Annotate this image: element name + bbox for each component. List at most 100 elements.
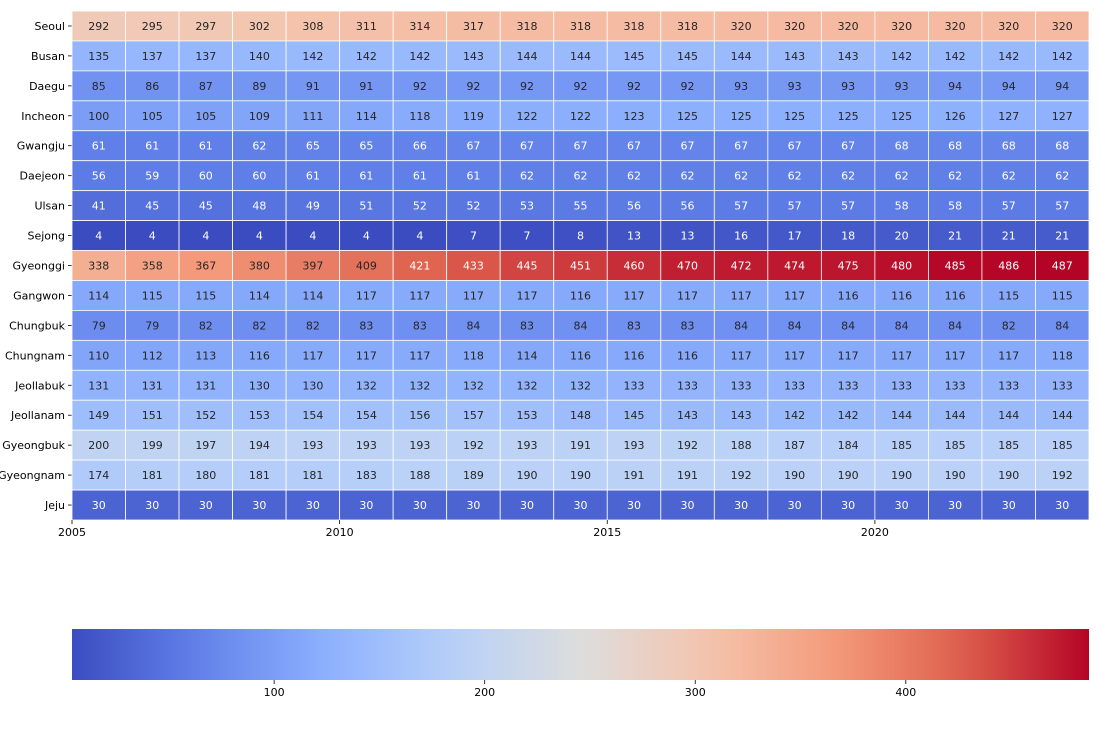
heatmap-cell	[392, 70, 448, 102]
cell-value-label: 132	[463, 379, 484, 392]
heatmap-cell	[928, 220, 983, 251]
cell-value-label: 119	[463, 110, 484, 123]
cell-value-label: 318	[516, 20, 537, 33]
cell-value-label: 132	[409, 379, 430, 392]
cell-value-label: 142	[1052, 50, 1073, 63]
y-tick-label: Incheon	[21, 110, 65, 123]
cell-value-label: 116	[945, 289, 966, 302]
cell-value-label: 94	[948, 80, 962, 93]
heatmap-cell	[446, 250, 501, 281]
heatmap-cell	[553, 250, 608, 281]
heatmap-cell	[499, 369, 555, 401]
heatmap-cell	[285, 100, 341, 132]
cell-value-label: 62	[841, 170, 855, 183]
heatmap-cell	[71, 100, 126, 132]
cell-value-label: 142	[784, 409, 805, 422]
heatmap-cell	[339, 160, 394, 192]
x-tick-label: 2015	[593, 526, 621, 539]
cell-value-label: 143	[838, 50, 859, 63]
cell-value-label: 143	[677, 409, 698, 422]
heatmap-cell	[874, 100, 929, 132]
cell-value-label: 57	[1055, 200, 1069, 213]
heatmap-cell	[71, 489, 126, 521]
heatmap-cell	[660, 399, 715, 431]
heatmap-cell	[1035, 310, 1090, 341]
y-tick-label: Jeju	[44, 499, 65, 512]
cell-value-label: 133	[945, 379, 966, 392]
heatmap-cell	[981, 40, 1036, 72]
cell-value-label: 137	[142, 50, 163, 63]
heatmap-cell	[928, 310, 983, 341]
cell-value-label: 66	[413, 140, 427, 153]
heatmap-cell	[1035, 220, 1090, 251]
heatmap-cell	[446, 100, 501, 132]
heatmap-cell	[820, 100, 876, 132]
cell-value-label: 100	[88, 110, 109, 123]
heatmap-cell	[446, 280, 501, 311]
cell-value-label: 183	[356, 469, 377, 482]
cell-value-label: 67	[574, 140, 588, 153]
y-tick-label: Chungbuk	[9, 319, 66, 332]
cell-value-label: 62	[734, 170, 748, 183]
cell-value-label: 68	[1002, 140, 1016, 153]
cell-value-label: 117	[838, 349, 859, 362]
cell-value-label: 130	[249, 379, 270, 392]
heatmap-cell	[125, 40, 180, 72]
heatmap-cell	[339, 190, 394, 221]
cell-value-label: 144	[998, 409, 1019, 422]
heatmap-cell	[767, 100, 822, 132]
cell-value-label: 451	[570, 260, 591, 273]
cell-value-label: 83	[681, 319, 695, 332]
heatmap-cell	[713, 70, 769, 102]
cell-value-label: 115	[1052, 289, 1073, 302]
cell-value-label: 320	[838, 20, 859, 33]
cell-value-label: 131	[142, 379, 163, 392]
cell-value-label: 474	[784, 260, 805, 273]
cell-value-label: 116	[624, 349, 645, 362]
cell-value-label: 56	[681, 200, 695, 213]
cell-value-label: 148	[570, 409, 591, 422]
cell-value-label: 62	[1055, 170, 1069, 183]
heatmap-cell	[285, 399, 341, 431]
cell-value-label: 113	[195, 349, 216, 362]
heatmap-cell	[499, 220, 555, 251]
heatmap-cell	[928, 250, 983, 281]
cell-value-label: 58	[948, 200, 962, 213]
heatmap-cell	[71, 280, 126, 311]
cell-value-label: 30	[520, 499, 534, 512]
cell-value-label: 115	[195, 289, 216, 302]
cell-value-label: 67	[681, 140, 695, 153]
heatmap-cell	[339, 10, 394, 42]
cell-value-label: 125	[731, 110, 752, 123]
cell-value-label: 156	[409, 409, 430, 422]
cell-value-label: 7	[523, 230, 530, 243]
cell-value-label: 58	[895, 200, 909, 213]
cell-value-label: 68	[895, 140, 909, 153]
cell-value-label: 30	[1055, 499, 1069, 512]
cell-value-label: 112	[142, 349, 163, 362]
cell-value-label: 358	[142, 260, 163, 273]
cell-value-label: 193	[356, 439, 377, 452]
cell-value-label: 30	[1002, 499, 1016, 512]
cell-value-label: 117	[784, 349, 805, 362]
heatmap-cell	[339, 130, 394, 162]
cell-value-label: 117	[409, 289, 430, 302]
heatmap-cell	[125, 399, 180, 431]
heatmap-cell	[553, 310, 608, 341]
y-tick-label: Daegu	[29, 80, 65, 93]
heatmap-cell	[232, 220, 287, 251]
heatmap-cell	[713, 489, 769, 521]
cell-value-label: 4	[309, 230, 316, 243]
cell-value-label: 115	[998, 289, 1019, 302]
cell-value-label: 91	[359, 80, 373, 93]
cell-value-label: 192	[677, 439, 698, 452]
cell-value-label: 487	[1052, 260, 1073, 273]
cell-value-label: 318	[624, 20, 645, 33]
cell-value-label: 61	[413, 170, 427, 183]
heatmap-cell	[928, 369, 983, 401]
heatmap-cell	[446, 369, 501, 401]
cell-value-label: 193	[302, 439, 323, 452]
cell-value-label: 409	[356, 260, 377, 273]
cell-value-label: 13	[681, 230, 695, 243]
heatmap-cell	[125, 429, 180, 461]
